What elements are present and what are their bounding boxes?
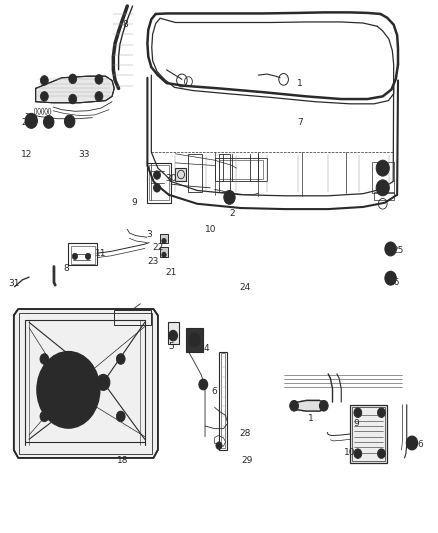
- Bar: [372, 163, 394, 193]
- Bar: [186, 328, 203, 352]
- Bar: [219, 160, 263, 179]
- Circle shape: [224, 190, 235, 204]
- Circle shape: [169, 330, 177, 341]
- Text: 8: 8: [64, 264, 69, 272]
- Bar: [160, 247, 168, 257]
- Circle shape: [376, 180, 389, 196]
- Text: 1: 1: [297, 78, 303, 87]
- Text: 1: 1: [308, 414, 314, 423]
- Bar: [374, 192, 394, 200]
- Polygon shape: [292, 400, 326, 411]
- Circle shape: [72, 253, 78, 260]
- Text: 25: 25: [392, 246, 404, 255]
- Circle shape: [37, 352, 100, 428]
- Bar: [71, 246, 95, 264]
- Circle shape: [216, 442, 222, 449]
- Text: 33: 33: [78, 150, 89, 159]
- Circle shape: [378, 408, 385, 417]
- Bar: [160, 233, 168, 243]
- Circle shape: [385, 242, 396, 256]
- Bar: [19, 313, 152, 454]
- Text: 5: 5: [168, 342, 174, 351]
- Bar: [168, 322, 179, 344]
- Text: 29: 29: [242, 456, 253, 465]
- Circle shape: [290, 400, 298, 411]
- Circle shape: [25, 114, 37, 128]
- Bar: [68, 243, 97, 265]
- Circle shape: [376, 160, 389, 176]
- Circle shape: [43, 116, 54, 128]
- Circle shape: [40, 354, 49, 365]
- Circle shape: [40, 411, 49, 422]
- Circle shape: [354, 408, 362, 417]
- Text: 18: 18: [117, 456, 129, 465]
- Circle shape: [69, 94, 77, 104]
- Circle shape: [191, 336, 198, 344]
- Circle shape: [162, 252, 166, 257]
- Text: 9: 9: [353, 419, 360, 428]
- Text: 24: 24: [240, 283, 251, 292]
- Text: 30: 30: [165, 174, 177, 183]
- Bar: [215, 158, 267, 181]
- Circle shape: [199, 379, 208, 390]
- Text: 2: 2: [229, 209, 235, 218]
- Circle shape: [354, 449, 362, 458]
- Circle shape: [189, 333, 200, 347]
- Circle shape: [117, 354, 125, 365]
- Text: 28: 28: [240, 430, 251, 439]
- Circle shape: [97, 374, 110, 390]
- Bar: [352, 407, 385, 461]
- Circle shape: [117, 411, 125, 422]
- Text: 11: 11: [95, 249, 107, 258]
- Text: 8: 8: [122, 20, 128, 29]
- Circle shape: [409, 439, 415, 447]
- Circle shape: [378, 449, 385, 458]
- Circle shape: [62, 382, 75, 398]
- Bar: [147, 163, 171, 203]
- Bar: [219, 352, 227, 450]
- Circle shape: [153, 183, 160, 192]
- Circle shape: [40, 76, 48, 85]
- Text: 6: 6: [417, 440, 423, 449]
- Circle shape: [95, 92, 103, 101]
- Text: 6: 6: [212, 387, 218, 396]
- Polygon shape: [14, 309, 158, 458]
- Text: 7: 7: [297, 118, 303, 127]
- Text: 10: 10: [205, 225, 216, 234]
- Bar: [175, 168, 186, 181]
- Circle shape: [64, 115, 75, 128]
- Text: 31: 31: [8, 279, 20, 288]
- Circle shape: [162, 238, 166, 244]
- Text: 27: 27: [21, 118, 32, 127]
- Circle shape: [85, 253, 91, 260]
- Circle shape: [319, 400, 328, 411]
- Circle shape: [385, 271, 396, 285]
- Bar: [188, 154, 201, 192]
- Bar: [149, 165, 169, 200]
- Bar: [221, 353, 225, 448]
- Bar: [114, 310, 151, 325]
- Text: 22: 22: [152, 244, 163, 253]
- Text: 23: 23: [148, 257, 159, 265]
- Circle shape: [201, 382, 205, 387]
- Bar: [219, 154, 230, 192]
- Circle shape: [95, 75, 103, 84]
- Circle shape: [153, 171, 160, 179]
- Circle shape: [40, 92, 48, 101]
- Circle shape: [406, 436, 418, 450]
- Polygon shape: [35, 76, 114, 103]
- Text: 12: 12: [21, 150, 32, 159]
- Text: 3: 3: [146, 230, 152, 239]
- Text: 9: 9: [131, 198, 137, 207]
- Text: 10: 10: [344, 448, 356, 457]
- Text: 4: 4: [203, 344, 209, 353]
- Bar: [350, 405, 387, 463]
- Circle shape: [69, 74, 77, 84]
- Text: 26: 26: [388, 278, 399, 287]
- Text: 21: 21: [165, 269, 177, 277]
